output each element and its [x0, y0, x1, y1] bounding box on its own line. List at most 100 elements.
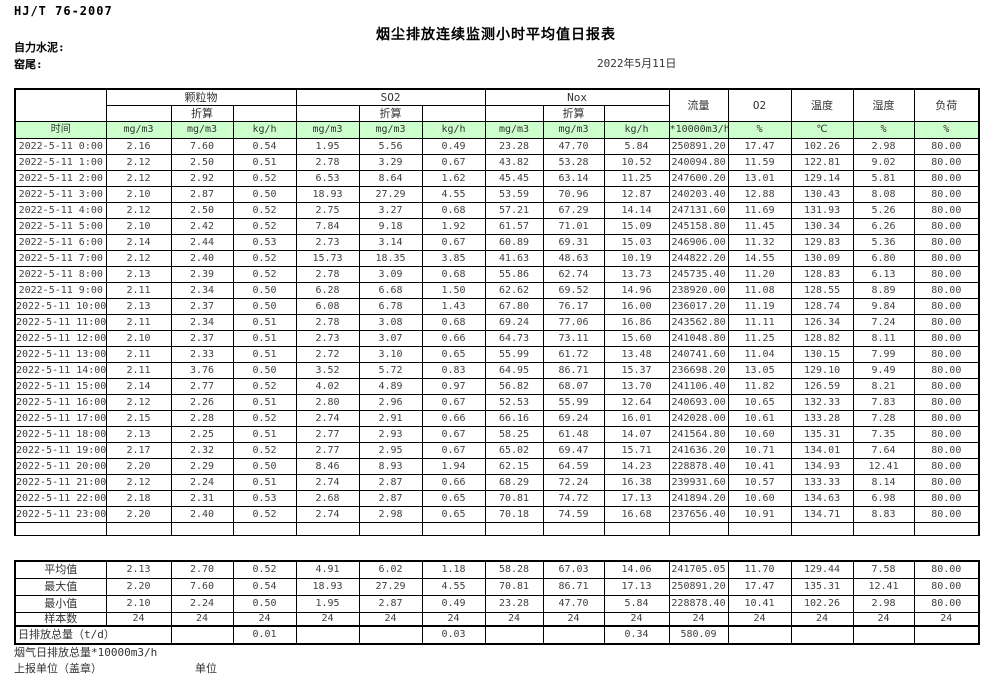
value-cell: 0.52 [232, 218, 297, 235]
value-cell: 80.00 [913, 474, 980, 491]
value-cell: 13.01 [727, 170, 792, 187]
value-cell: 0.51 [232, 394, 297, 411]
value-cell: 6.80 [852, 250, 915, 267]
value-cell: 0.67 [421, 154, 486, 171]
value-cell: 80.00 [913, 266, 980, 283]
summary-value-cell: 80.00 [913, 560, 980, 579]
value-cell: 60.89 [484, 234, 544, 251]
time-cell: 2022-5-11 19:00 [14, 442, 107, 459]
value-cell: 0.65 [421, 346, 486, 363]
value-cell: 11.11 [727, 314, 792, 331]
summary-value-cell: 18.93 [295, 578, 360, 596]
summary-row: 最小值 2.10 2.24 0.50 1.95 2.87 0.49 23.28 47.70 5.8… [14, 595, 980, 613]
value-cell: 43.82 [484, 154, 544, 171]
unit-header: mg/m3 [542, 121, 605, 139]
value-cell: 3.14 [358, 234, 423, 251]
value-cell: 3.10 [358, 346, 423, 363]
value-cell: 80.00 [913, 250, 980, 267]
value-cell: 240741.60 [668, 346, 729, 363]
value-cell: 69.24 [484, 314, 544, 331]
value-cell: 12.64 [603, 394, 670, 411]
value-cell: 3.76 [170, 362, 234, 379]
value-cell: 0.83 [421, 362, 486, 379]
value-cell: 0.65 [421, 490, 486, 507]
value-cell: 6.78 [358, 298, 423, 315]
summary-value-cell: 58.28 [484, 560, 544, 579]
value-cell: 14.55 [727, 250, 792, 267]
time-cell: 2022-5-11 12:00 [14, 330, 107, 347]
value-cell: 1.94 [421, 458, 486, 475]
value-cell: 0.52 [232, 202, 297, 219]
summary-value-cell: 2.13 [105, 560, 172, 579]
value-cell: 80.00 [913, 362, 980, 379]
value-cell: 4.89 [358, 378, 423, 395]
value-cell: 69.24 [542, 410, 605, 427]
value-cell: 2.98 [358, 506, 423, 523]
value-cell: 2.12 [105, 474, 172, 491]
value-cell: 58.25 [484, 426, 544, 443]
summary-value-cell: 24 [603, 612, 670, 627]
value-cell: 130.09 [790, 250, 854, 267]
summary-value-cell: 24 [358, 612, 423, 627]
value-cell: 15.60 [603, 330, 670, 347]
site-label: 窑尾: [14, 58, 43, 71]
value-cell: 2.13 [105, 298, 172, 315]
time-cell: 2022-5-11 23:00 [14, 506, 107, 523]
value-cell: 0.51 [232, 346, 297, 363]
value-cell: 126.34 [790, 314, 854, 331]
summary-row-label: 最大值 [14, 578, 107, 596]
time-cell: 2022-5-11 16:00 [14, 394, 107, 411]
value-cell: 2.25 [170, 426, 234, 443]
value-cell: 74.59 [542, 506, 605, 523]
table-row: 2022-5-11 19:00 2.17 2.32 0.52 2.77 2.95 0.67 6… [14, 442, 980, 459]
summary-value-cell: 0.52 [232, 560, 297, 579]
value-cell: 11.25 [727, 330, 792, 347]
value-cell: 13.73 [603, 266, 670, 283]
value-cell: 77.06 [542, 314, 605, 331]
flow-total-note: 烟气日排放总量*10000m3/h [14, 646, 158, 659]
value-cell: 2.74 [295, 506, 360, 523]
empty-cell [421, 105, 486, 122]
value-cell: 4.02 [295, 378, 360, 395]
value-cell: 2.13 [105, 266, 172, 283]
value-cell: 2.31 [170, 490, 234, 507]
value-cell: 134.71 [790, 506, 854, 523]
value-cell: 68.07 [542, 378, 605, 395]
value-cell: 7.64 [852, 442, 915, 459]
value-cell: 2.10 [105, 218, 172, 235]
value-cell: 64.95 [484, 362, 544, 379]
time-cell: 2022-5-11 21:00 [14, 474, 107, 491]
value-cell: 80.00 [913, 234, 980, 251]
time-cell: 2022-5-11 1:00 [14, 154, 107, 171]
summary-value-cell: 2.24 [170, 595, 234, 613]
value-cell: 6.08 [295, 298, 360, 315]
daily-total-cell [484, 625, 544, 645]
table-row: 2022-5-11 5:00 2.10 2.42 0.52 7.84 9.18 1.92 61… [14, 218, 980, 235]
empty-cell [603, 105, 670, 122]
unit-header: *10000m3/h [668, 121, 729, 139]
summary-value-cell: 241705.05 [668, 560, 729, 579]
value-cell: 3.29 [358, 154, 423, 171]
converted-header-row: 折算 折算 折算 [15, 105, 979, 122]
value-cell: 10.41 [727, 458, 792, 475]
value-cell: 56.82 [484, 378, 544, 395]
value-cell: 133.33 [790, 474, 854, 491]
value-cell: 8.83 [852, 506, 915, 523]
value-cell: 240693.00 [668, 394, 729, 411]
value-cell: 6.68 [358, 282, 423, 299]
unit-header: mg/m3 [295, 121, 360, 139]
value-cell: 2.11 [105, 346, 172, 363]
value-cell: 11.32 [727, 234, 792, 251]
value-cell: 2.34 [170, 314, 234, 331]
summary-value-cell: 2.20 [105, 578, 172, 596]
value-cell: 80.00 [913, 298, 980, 315]
summary-row: 样本数 24 24 24 24 24 24 24 24 24 24 24 24 24 24 [14, 612, 980, 627]
value-cell: 80.00 [913, 282, 980, 299]
value-cell: 73.11 [542, 330, 605, 347]
value-cell: 2.33 [170, 346, 234, 363]
table-row: 2022-5-11 14:00 2.11 3.76 0.50 3.52 5.72 0.83 6… [14, 362, 980, 379]
value-cell: 0.68 [421, 314, 486, 331]
unit-header: mg/m3 [358, 121, 423, 139]
value-cell: 7.35 [852, 426, 915, 443]
converted-label: 折算 [542, 105, 605, 122]
